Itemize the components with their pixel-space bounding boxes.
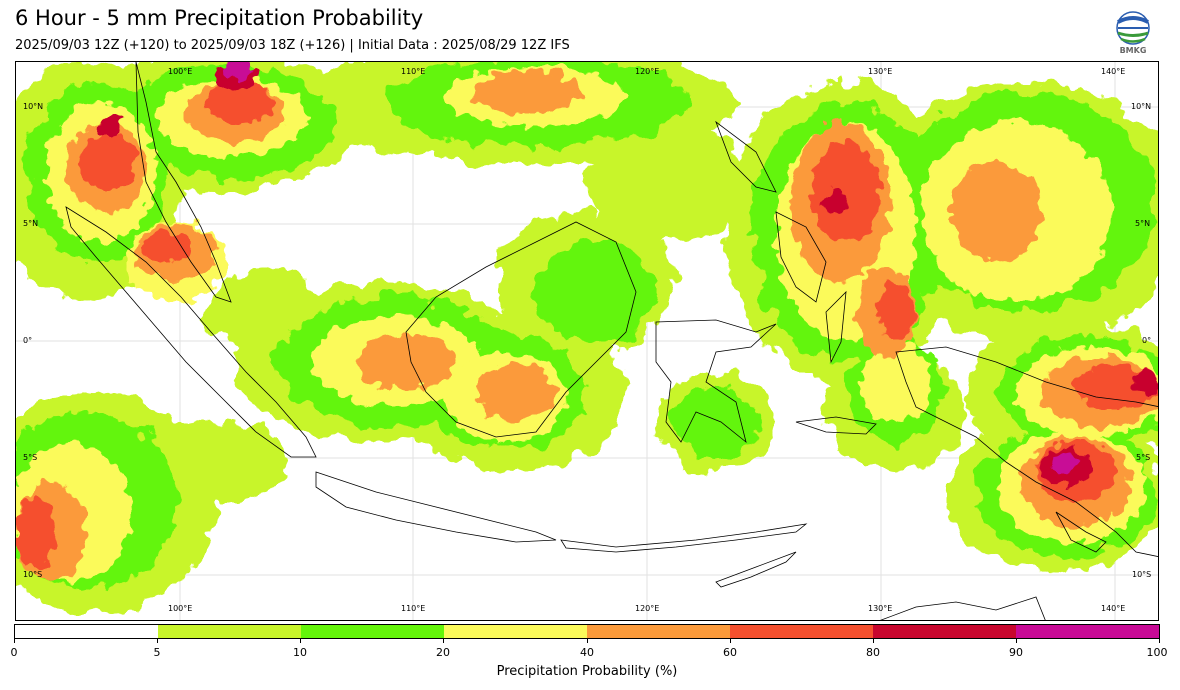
colorbar-tick-label: 60 <box>723 646 737 659</box>
colorbar-segment <box>587 625 730 638</box>
lon-top-label: 130°E <box>868 67 893 76</box>
colorbar-tick-label: 20 <box>436 646 450 659</box>
lat-left-label: 10°S <box>23 570 43 579</box>
colorbar-segment <box>444 625 587 638</box>
colorbar-tickmark <box>443 639 444 643</box>
lat-right-label: 10°S <box>1132 570 1152 579</box>
lon-bottom-label: 100°E <box>168 604 193 613</box>
lat-left-label: 0° <box>23 336 33 345</box>
colorbar-segment <box>301 625 444 638</box>
lon-top-label: 110°E <box>401 67 426 76</box>
page-title: 6 Hour - 5 mm Precipitation Probability <box>15 6 424 30</box>
lon-bottom-label: 140°E <box>1101 604 1126 613</box>
lon-top-label: 120°E <box>635 67 660 76</box>
bmkg-logo: BMKG <box>1113 10 1153 56</box>
colorbar-tick-label: 80 <box>866 646 880 659</box>
lat-right-label: 10°N <box>1131 102 1152 111</box>
colorbar-tick-label: 40 <box>580 646 594 659</box>
colorbar-tick-label: 5 <box>153 646 161 659</box>
colorbar-tickmark <box>157 639 158 643</box>
colorbar-segment <box>873 625 1016 638</box>
colorbar-tickmark <box>14 639 15 643</box>
colorbar-tick-label: 10 <box>293 646 307 659</box>
lon-bottom-label: 120°E <box>635 604 660 613</box>
lat-left-label: 5°N <box>23 219 39 228</box>
colorbar-segment <box>1016 625 1159 638</box>
colorbar-tickmark <box>1016 639 1017 643</box>
lon-top-label: 100°E <box>168 67 193 76</box>
colorbar-tickmark <box>873 639 874 643</box>
colorbar-tickmark <box>300 639 301 643</box>
lat-right-label: 5°S <box>1136 453 1151 462</box>
colorbar-axis-label: Precipitation Probability (%) <box>496 664 678 679</box>
lon-bottom-label: 110°E <box>401 604 426 613</box>
colorbar-segment <box>15 625 158 638</box>
lat-left-label: 5°S <box>23 453 38 462</box>
colorbar <box>14 624 1160 639</box>
colorbar-tickmark <box>730 639 731 643</box>
lat-left-label: 10°N <box>23 102 44 111</box>
colorbar-tick-label: 100 <box>1146 646 1168 659</box>
lat-right-label: 5°N <box>1135 219 1151 228</box>
svg-text:BMKG: BMKG <box>1120 46 1147 55</box>
lat-right-label: 0° <box>1142 336 1152 345</box>
colorbar-tick-label: 90 <box>1009 646 1023 659</box>
colorbar-tickmark <box>587 639 588 643</box>
colorbar-segment <box>158 625 301 638</box>
precipitation-map: 100°E 110°E 120°E 130°E 140°E 100°E 110°… <box>15 61 1159 621</box>
map-canvas <box>16 62 1158 620</box>
page-subtitle: 2025/09/03 12Z (+120) to 2025/09/03 18Z … <box>15 38 570 53</box>
coastlines <box>65 62 1158 620</box>
precip-layer-90 <box>222 62 1080 474</box>
colorbar-tickmark <box>1159 639 1160 643</box>
lon-top-label: 140°E <box>1101 67 1126 76</box>
colorbar-segment <box>730 625 873 638</box>
lon-bottom-label: 130°E <box>868 604 893 613</box>
colorbar-tick-label: 0 <box>10 646 18 659</box>
